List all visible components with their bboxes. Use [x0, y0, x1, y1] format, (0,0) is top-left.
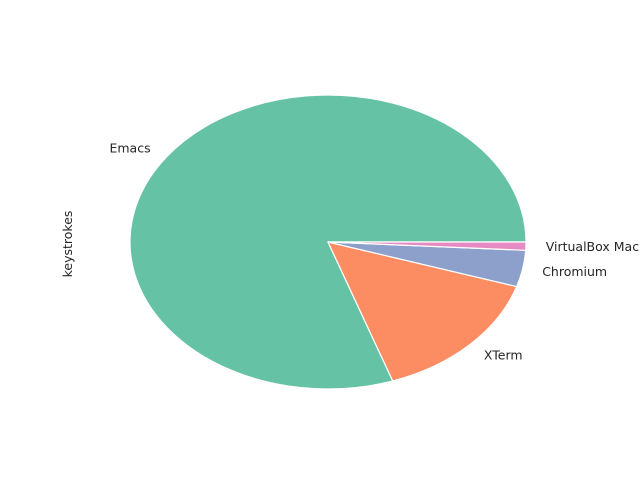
pie-slice-xterm: [327, 241, 518, 382]
slice-labels: Emacs XTerm Chromium VirtualBox Machine: [109, 141, 640, 363]
y-axis-label: keystrokes: [60, 211, 75, 278]
slice-label-emacs: Emacs: [109, 141, 150, 156]
pie-slice-virtualbox-machine: [327, 241, 527, 251]
pie-slices: [129, 94, 527, 390]
slice-label-virtualbox-machine: VirtualBox Machine: [546, 239, 640, 254]
slice-label-chromium: Chromium: [542, 264, 607, 279]
slice-label-xterm: XTerm: [484, 347, 523, 362]
